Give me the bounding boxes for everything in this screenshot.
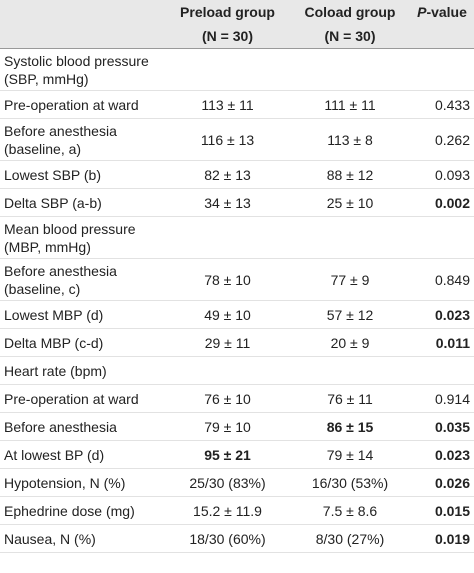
- row-label: Delta SBP (a-b): [0, 188, 165, 217]
- row-label: Heart rate (bpm): [0, 356, 165, 385]
- empty-cell: [410, 216, 474, 259]
- data-row: Before anesthesia (baseline, a) 116 ± 13 1…: [0, 118, 474, 161]
- row-label: Pre-operation at ward: [0, 90, 165, 119]
- row-label: Systolic blood pressure (SBP, mmHg): [0, 48, 165, 91]
- data-row: Delta SBP (a-b) 34 ± 13 25 ± 10 0.002: [0, 188, 474, 217]
- table-body: Systolic blood pressure (SBP, mmHg) Pre-o…: [0, 48, 474, 553]
- header-blank: [0, 0, 165, 24]
- p-value-cell: 0.023: [410, 300, 474, 329]
- p-value-cell: 0.002: [410, 188, 474, 217]
- data-row: Before anesthesia 79 ± 10 86 ± 15 0.035: [0, 412, 474, 441]
- row-label: Hypotension, N (%): [0, 468, 165, 497]
- value-cell: 95 ± 21: [165, 440, 290, 469]
- row-label: Nausea, N (%): [0, 524, 165, 553]
- value-cell: 76 ± 10: [165, 384, 290, 413]
- empty-cell: [290, 216, 410, 259]
- value-cell: 20 ± 9: [290, 328, 410, 357]
- value-cell: 78 ± 10: [165, 258, 290, 301]
- data-row: Pre-operation at ward 113 ± 11 111 ± 11 0.4…: [0, 90, 474, 119]
- data-row: Delta MBP (c-d) 29 ± 11 20 ± 9 0.011: [0, 328, 474, 357]
- section-row: Systolic blood pressure (SBP, mmHg): [0, 48, 474, 91]
- empty-cell: [165, 356, 290, 385]
- header-blank: [410, 24, 474, 49]
- row-label: At lowest BP (d): [0, 440, 165, 469]
- empty-cell: [410, 48, 474, 91]
- data-row: Lowest SBP (b) 82 ± 13 88 ± 12 0.093: [0, 160, 474, 189]
- data-row: Pre-operation at ward 76 ± 10 76 ± 11 0.914: [0, 384, 474, 413]
- data-row: Nausea, N (%) 18/30 (60%) 8/30 (27%) 0.019: [0, 524, 474, 553]
- p-value-cell: 0.023: [410, 440, 474, 469]
- value-cell: 79 ± 14: [290, 440, 410, 469]
- row-label: Before anesthesia (baseline, a): [0, 118, 165, 161]
- value-cell: 7.5 ± 8.6: [290, 496, 410, 525]
- section-row: Mean blood pressure (MBP, mmHg): [0, 216, 474, 259]
- section-row: Heart rate (bpm): [0, 356, 474, 385]
- data-row: Lowest MBP (d) 49 ± 10 57 ± 12 0.023: [0, 300, 474, 329]
- empty-cell: [290, 356, 410, 385]
- empty-cell: [410, 356, 474, 385]
- value-cell: 29 ± 11: [165, 328, 290, 357]
- value-cell: 25 ± 10: [290, 188, 410, 217]
- value-cell: 57 ± 12: [290, 300, 410, 329]
- value-cell: 18/30 (60%): [165, 524, 290, 553]
- value-cell: 113 ± 8: [290, 118, 410, 161]
- empty-cell: [165, 216, 290, 259]
- header-cell: Preload group: [165, 0, 290, 24]
- value-cell: 79 ± 10: [165, 412, 290, 441]
- row-label: Pre-operation at ward: [0, 384, 165, 413]
- table-header: Preload group Coload group P-value (N = …: [0, 0, 474, 49]
- empty-cell: [290, 48, 410, 91]
- header-text: -value: [426, 4, 467, 20]
- row-label: Delta MBP (c-d): [0, 328, 165, 357]
- data-row: At lowest BP (d) 95 ± 21 79 ± 14 0.023: [0, 440, 474, 469]
- header-row: Preload group Coload group P-value: [0, 0, 474, 24]
- p-value-cell: 0.035: [410, 412, 474, 441]
- p-value-cell: 0.019: [410, 524, 474, 553]
- empty-cell: [165, 48, 290, 91]
- header-cell: (N = 30): [290, 24, 410, 49]
- row-label: Before anesthesia: [0, 412, 165, 441]
- p-value-cell: 0.011: [410, 328, 474, 357]
- row-label: Lowest SBP (b): [0, 160, 165, 189]
- data-row: Before anesthesia (baseline, c) 78 ± 10 77…: [0, 258, 474, 301]
- value-cell: 15.2 ± 11.9: [165, 496, 290, 525]
- row-label: Before anesthesia (baseline, c): [0, 258, 165, 301]
- value-cell: 49 ± 10: [165, 300, 290, 329]
- header-italic: P: [417, 4, 427, 20]
- p-value-cell: 0.849: [410, 258, 474, 301]
- value-cell: 25/30 (83%): [165, 468, 290, 497]
- header-row: (N = 30) (N = 30): [0, 24, 474, 49]
- row-label: Lowest MBP (d): [0, 300, 165, 329]
- header-cell: P-value: [410, 0, 474, 24]
- header-cell: (N = 30): [165, 24, 290, 49]
- p-value-cell: 0.015: [410, 496, 474, 525]
- data-row: Ephedrine dose (mg) 15.2 ± 11.9 7.5 ± 8.6 0…: [0, 496, 474, 525]
- value-cell: 113 ± 11: [165, 90, 290, 119]
- row-label: Ephedrine dose (mg): [0, 496, 165, 525]
- p-value-cell: 0.026: [410, 468, 474, 497]
- value-cell: 82 ± 13: [165, 160, 290, 189]
- p-value-cell: 0.914: [410, 384, 474, 413]
- header-cell: Coload group: [290, 0, 410, 24]
- p-value-cell: 0.093: [410, 160, 474, 189]
- value-cell: 16/30 (53%): [290, 468, 410, 497]
- value-cell: 76 ± 11: [290, 384, 410, 413]
- p-value-cell: 0.262: [410, 118, 474, 161]
- data-row: Hypotension, N (%) 25/30 (83%) 16/30 (53%)…: [0, 468, 474, 497]
- value-cell: 88 ± 12: [290, 160, 410, 189]
- value-cell: 86 ± 15: [290, 412, 410, 441]
- value-cell: 116 ± 13: [165, 118, 290, 161]
- value-cell: 34 ± 13: [165, 188, 290, 217]
- header-blank: [0, 24, 165, 49]
- value-cell: 111 ± 11: [290, 90, 410, 119]
- value-cell: 77 ± 9: [290, 258, 410, 301]
- results-table: Preload group Coload group P-value (N = …: [0, 0, 474, 553]
- value-cell: 8/30 (27%): [290, 524, 410, 553]
- row-label: Mean blood pressure (MBP, mmHg): [0, 216, 165, 259]
- p-value-cell: 0.433: [410, 90, 474, 119]
